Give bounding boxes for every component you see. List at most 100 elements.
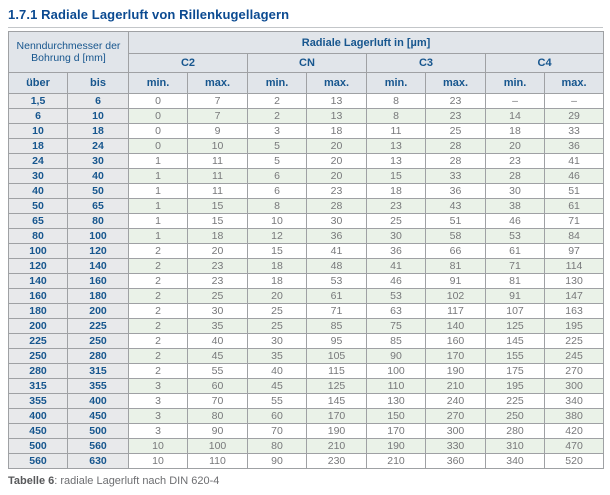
clearance-value-cell: 23 [187, 273, 248, 289]
clearance-value-cell: 18 [485, 123, 545, 139]
clearance-value-cell: 110 [187, 453, 248, 469]
clearance-value-cell: 190 [366, 438, 426, 454]
table-row: 250 280 2 45 35 105 90 170 155 245 [8, 348, 605, 364]
clearance-value-cell: 10 [247, 213, 307, 229]
bore-over-cell: 400 [8, 408, 68, 424]
clearance-value-cell: 23 [187, 258, 248, 274]
bore-to-cell: 280 [67, 348, 129, 364]
clearance-value-cell: 45 [187, 348, 248, 364]
clearance-value-cell: 81 [425, 258, 486, 274]
clearance-value-cell: 8 [366, 108, 426, 124]
table-row: 400 450 3 80 60 170 150 270 250 380 [8, 408, 605, 424]
clearance-value-cell: 225 [543, 333, 605, 349]
clearance-value-cell: 71 [543, 213, 605, 229]
clearance-value-cell: 13 [366, 138, 426, 154]
bore-to-cell: 24 [67, 138, 129, 154]
clearance-value-cell: 90 [366, 348, 426, 364]
clearance-value-cell: 61 [543, 198, 605, 214]
clearance-value-cell: 1 [128, 153, 188, 169]
clearance-value-cell: 45 [247, 378, 307, 394]
table-row: 10 18 0 9 3 18 11 25 18 33 [8, 123, 605, 139]
clearance-value-cell: 18 [187, 228, 248, 244]
clearance-value-cell: 53 [366, 288, 426, 304]
clearance-value-cell: 100 [366, 363, 426, 379]
clearance-value-cell: 33 [543, 123, 605, 139]
bore-over-cell: 18 [8, 138, 68, 154]
table-row: 50 65 1 15 8 28 23 43 38 61 [8, 198, 605, 214]
clearance-value-cell: 90 [247, 453, 307, 469]
bore-to-cell: 500 [67, 423, 129, 439]
clearance-value-cell: 3 [128, 378, 188, 394]
clearance-value-cell: 190 [306, 423, 367, 439]
clearance-value-cell: 125 [485, 318, 545, 334]
table-row: 120 140 2 23 18 48 41 81 71 114 [8, 258, 605, 274]
table-row: 225 250 2 40 30 95 85 160 145 225 [8, 333, 605, 349]
clearance-value-cell: 11 [187, 153, 248, 169]
clearance-value-cell: 2 [128, 348, 188, 364]
bore-over-cell: 225 [8, 333, 68, 349]
clearance-value-cell: 46 [543, 168, 605, 184]
clearance-value-cell: 5 [247, 138, 307, 154]
clearance-value-cell: 41 [366, 258, 426, 274]
clearance-value-cell: 0 [128, 138, 188, 154]
c3-max-header: max. [425, 72, 486, 94]
clearance-value-cell: 48 [306, 258, 367, 274]
clearance-value-cell: 160 [425, 333, 486, 349]
clearance-value-cell: 25 [425, 123, 486, 139]
table-row: 24 30 1 11 5 20 13 28 23 41 [8, 153, 605, 169]
bore-over-cell: 100 [8, 243, 68, 259]
clearance-value-cell: 71 [306, 303, 367, 319]
clearance-value-cell: 41 [306, 243, 367, 259]
clearance-value-cell: 8 [366, 93, 426, 109]
cn-max-header: max. [306, 72, 367, 94]
header-row-main: Nenndurchmesser der Bohrung d [mm] Radia… [8, 31, 605, 73]
clearance-value-cell: 30 [247, 333, 307, 349]
clearance-value-cell: 340 [543, 393, 605, 409]
class-cn-header: CN [247, 53, 367, 73]
bore-over-cell: 560 [8, 453, 68, 469]
table-row: 30 40 1 11 6 20 15 33 28 46 [8, 168, 605, 184]
clearance-value-cell: 10 [128, 438, 188, 454]
clearance-value-cell: 2 [128, 273, 188, 289]
c4-max-header: max. [543, 72, 605, 94]
bore-over-cell: 80 [8, 228, 68, 244]
clearance-value-cell: 2 [247, 93, 307, 109]
clearance-value-cell: 3 [128, 408, 188, 424]
bore-to-cell: 50 [67, 183, 129, 199]
clearance-value-cell: 85 [366, 333, 426, 349]
bore-to-cell: 40 [67, 168, 129, 184]
radial-clearance-header: Radiale Lagerluft in [µm] [127, 31, 605, 54]
clearance-value-cell: 14 [485, 108, 545, 124]
bore-over-cell: 250 [8, 348, 68, 364]
bore-to-cell: 355 [67, 378, 129, 394]
clearance-value-cell: 20 [247, 288, 307, 304]
clearance-value-cell: 9 [187, 123, 248, 139]
bore-to-cell: 6 [67, 93, 129, 109]
clearance-value-cell: 175 [485, 363, 545, 379]
bore-to-cell: 80 [67, 213, 129, 229]
clearance-value-cell: 23 [485, 153, 545, 169]
clearance-value-cell: 20 [306, 138, 367, 154]
clearance-value-cell: 66 [425, 243, 486, 259]
clearance-value-cell: 170 [306, 408, 367, 424]
clearance-value-cell: 25 [187, 288, 248, 304]
clearance-value-cell: 420 [543, 423, 605, 439]
clearance-value-cell: 170 [366, 423, 426, 439]
clearance-value-cell: 30 [366, 228, 426, 244]
clearance-value-cell: 25 [247, 318, 307, 334]
clearance-value-cell: 470 [543, 438, 605, 454]
clearance-value-cell: 13 [366, 153, 426, 169]
clearance-value-cell: 190 [425, 363, 486, 379]
c2-min-header: min. [128, 72, 188, 94]
table-row: 450 500 3 90 70 190 170 300 280 420 [8, 423, 605, 439]
clearance-value-cell: 30 [306, 213, 367, 229]
clearance-value-cell: 80 [247, 438, 307, 454]
clearance-value-cell: 36 [306, 228, 367, 244]
clearance-value-cell: 38 [485, 198, 545, 214]
clearance-value-cell: 3 [128, 393, 188, 409]
clearance-value-cell: 51 [543, 183, 605, 199]
table-row: 560 630 10 110 90 230 210 360 340 520 [8, 453, 605, 469]
clearance-value-cell: 195 [543, 318, 605, 334]
clearance-value-cell: 20 [306, 153, 367, 169]
clearance-value-cell: 6 [247, 183, 307, 199]
